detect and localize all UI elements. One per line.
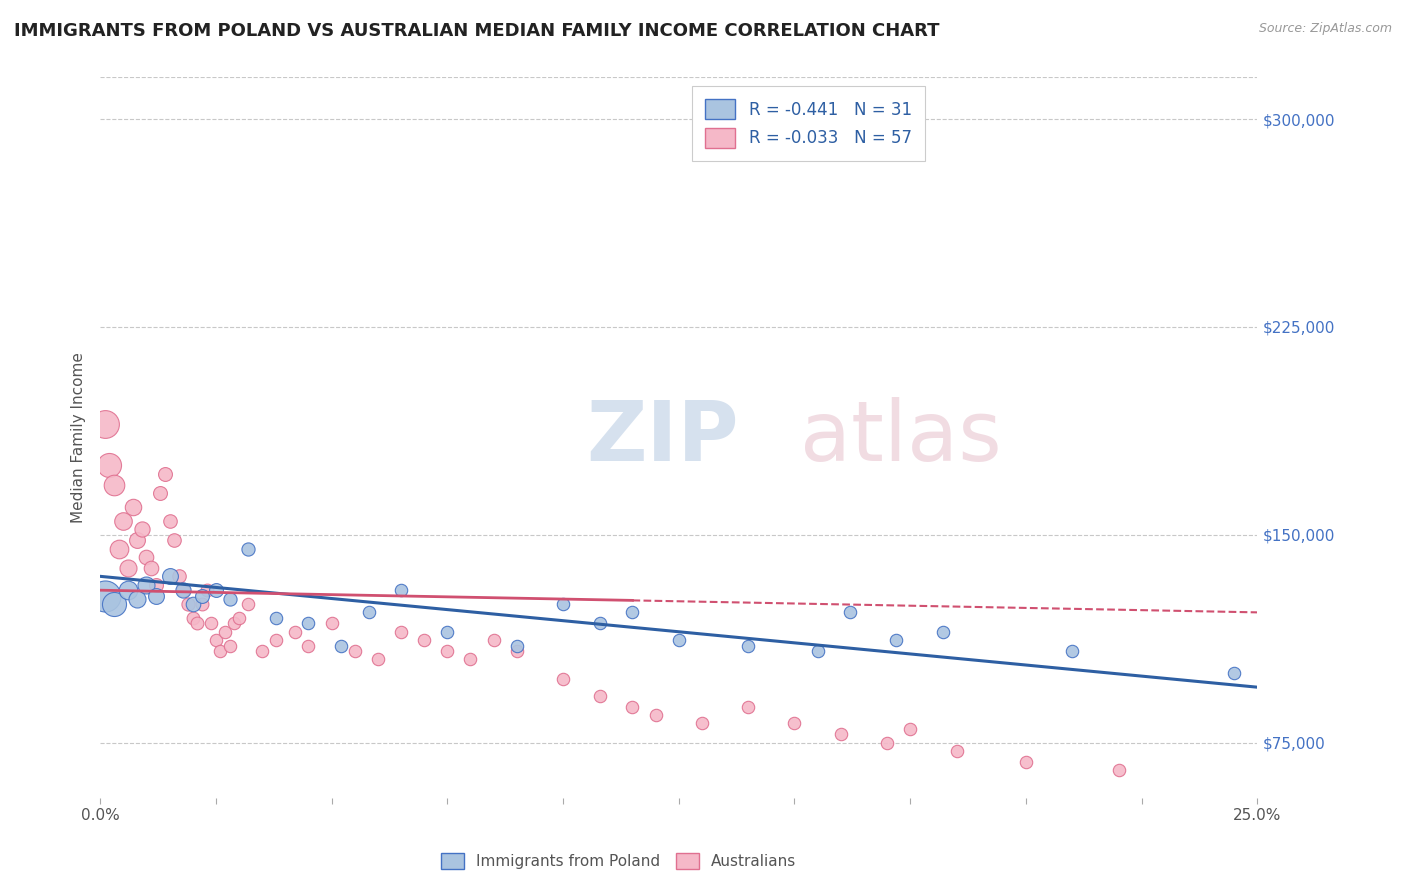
Point [250,644,273,658]
Text: atlas: atlas [800,397,1002,478]
Point [413,633,436,648]
Point [644,707,666,722]
Point [135,577,157,591]
Point [1108,764,1130,778]
Point [159,514,181,528]
Point [209,644,232,658]
Point [191,597,214,611]
Point [195,583,218,598]
Point [551,597,574,611]
Point [321,616,343,631]
Point [589,689,612,703]
Point [264,633,287,648]
Point [94,417,117,431]
Point [181,611,204,625]
Point [205,633,228,648]
Point [1223,666,1246,681]
Point [167,569,190,583]
Point [238,597,260,611]
Point [297,616,319,631]
Point [931,624,953,639]
Point [145,589,167,603]
Point [238,541,260,556]
Point [783,716,806,731]
Point [117,583,139,598]
Point [589,616,612,631]
Point [153,467,176,481]
Point [218,591,240,606]
Point [131,522,153,536]
Point [1015,755,1038,769]
Point [218,639,240,653]
Point [460,652,482,666]
Point [107,541,129,556]
Text: Source: ZipAtlas.com: Source: ZipAtlas.com [1258,22,1392,36]
Point [668,633,690,648]
Y-axis label: Median Family Income: Median Family Income [72,352,86,524]
Point [186,616,208,631]
Point [117,561,139,575]
Point [127,533,149,548]
Point [551,672,574,686]
Point [482,633,505,648]
Point [807,644,830,658]
Point [389,583,412,598]
Legend: Immigrants from Poland, Australians: Immigrants from Poland, Australians [434,847,803,875]
Point [181,597,204,611]
Point [135,549,157,564]
Point [436,644,458,658]
Point [159,569,181,583]
Point [329,639,352,653]
Point [94,589,117,603]
Point [621,699,644,714]
Point [200,616,222,631]
Point [121,500,143,514]
Point [506,644,529,658]
Point [103,597,125,611]
Point [172,583,194,598]
Point [737,639,759,653]
Point [149,486,172,500]
Point [343,644,366,658]
Point [886,633,908,648]
Point [264,611,287,625]
Point [830,727,852,741]
Point [357,606,380,620]
Point [436,624,458,639]
Point [112,514,135,528]
Point [214,624,236,639]
Point [283,624,305,639]
Point [898,722,921,736]
Point [737,699,759,714]
Point [876,736,898,750]
Point [367,652,389,666]
Point [163,533,186,548]
Point [127,591,149,606]
Legend: R = -0.441   N = 31, R = -0.033   N = 57: R = -0.441 N = 31, R = -0.033 N = 57 [692,86,925,161]
Point [621,606,644,620]
Text: IMMIGRANTS FROM POLAND VS AUSTRALIAN MEDIAN FAMILY INCOME CORRELATION CHART: IMMIGRANTS FROM POLAND VS AUSTRALIAN MED… [14,22,939,40]
Point [205,583,228,598]
Point [98,458,121,473]
Point [506,639,529,653]
Point [103,478,125,492]
Point [172,583,194,598]
Point [1062,644,1084,658]
Point [191,589,214,603]
Point [389,624,412,639]
Point [145,577,167,591]
Point [945,744,967,758]
Point [177,597,200,611]
Point [297,639,319,653]
Point [839,606,862,620]
Point [139,561,162,575]
Point [228,611,250,625]
Text: ZIP: ZIP [586,397,738,478]
Point [690,716,713,731]
Point [224,616,246,631]
